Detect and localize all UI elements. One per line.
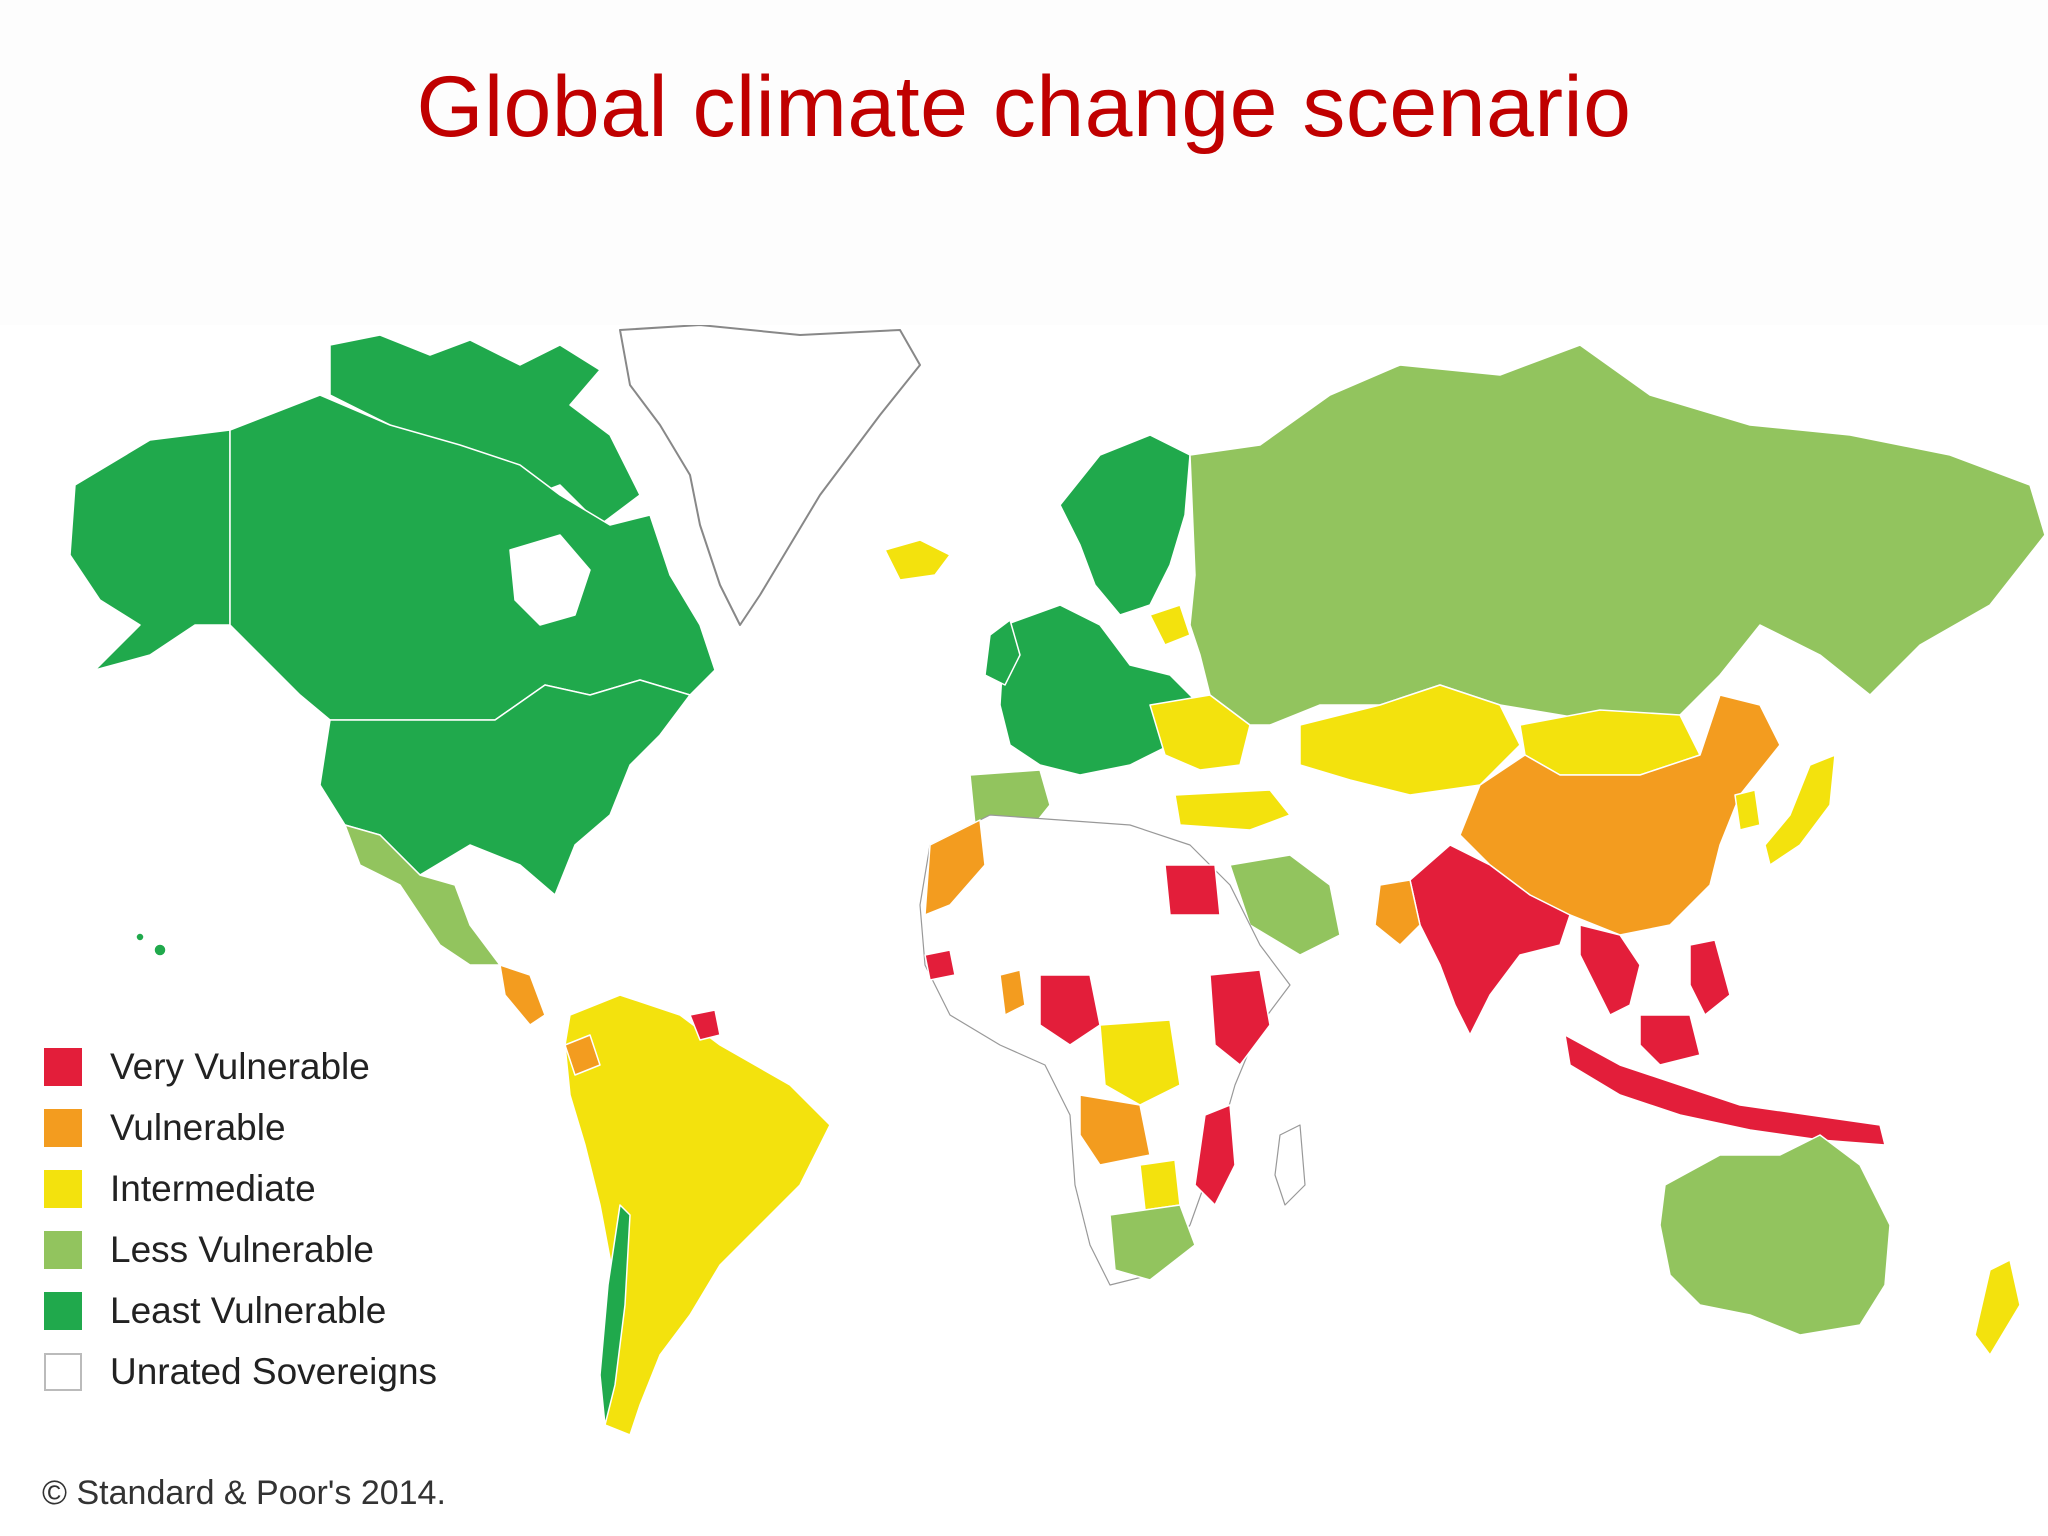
legend-label: Very Vulnerable <box>110 1045 370 1087</box>
region-borneo <box>1639 1014 1701 1066</box>
legend-label: Less Vulnerable <box>110 1228 374 1270</box>
copyright-notice: © Standard & Poor's 2014. <box>42 1474 446 1512</box>
region-west-africa <box>1039 974 1101 1046</box>
region-ecuador <box>564 1034 601 1076</box>
legend-swatch <box>44 1352 82 1391</box>
region-philippines <box>1689 939 1731 1016</box>
region-alaska <box>69 429 231 671</box>
region-pakistan <box>1374 879 1421 946</box>
legend-swatch <box>44 1047 82 1086</box>
region-chile <box>599 1204 631 1426</box>
legend-item: Intermediate <box>44 1158 564 1219</box>
legend-item: Very Vulnerable <box>44 1036 564 1097</box>
legend-swatch <box>44 1108 82 1147</box>
region-se-asia <box>1579 924 1641 1016</box>
region-madagascar <box>1274 1124 1306 1206</box>
region-indonesia <box>1564 1034 1886 1146</box>
region-botswana <box>1139 1159 1181 1211</box>
region-guyana <box>689 1009 721 1041</box>
legend-label: Vulnerable <box>110 1106 286 1148</box>
region-morocco <box>924 819 986 916</box>
map-legend: Very Vulnerable Vulnerable Intermediate … <box>44 1036 564 1402</box>
slide-title: Global climate change scenario <box>416 59 1632 155</box>
region-senegal <box>924 949 956 981</box>
region-central-africa <box>1099 1019 1181 1106</box>
region-japan <box>1764 754 1836 866</box>
legend-swatch <box>44 1230 82 1269</box>
region-scandinavia <box>1059 434 1191 616</box>
region-australia <box>1659 1134 1891 1336</box>
region-south-america <box>564 994 831 1436</box>
legend-label: Intermediate <box>110 1167 316 1209</box>
region-new-zealand <box>1974 1259 2021 1356</box>
region-egypt <box>1164 864 1221 916</box>
region-russia <box>1189 344 2046 726</box>
world-map-svg <box>0 325 2048 1536</box>
region-korea <box>1734 789 1761 831</box>
region-kazakhstan <box>1299 684 1521 796</box>
legend-item: Least Vulnerable <box>44 1280 564 1341</box>
legend-item: Vulnerable <box>44 1097 564 1158</box>
region-iceland <box>884 539 951 581</box>
legend-swatch <box>44 1169 82 1208</box>
world-map <box>0 325 2048 1536</box>
region-mozambique <box>1194 1104 1236 1206</box>
region-canada <box>229 394 716 721</box>
region-uk <box>984 619 1021 686</box>
region-hawaii-2 <box>135 932 145 942</box>
region-hudson-bay <box>509 534 591 626</box>
legend-item: Unrated Sovereigns <box>44 1341 564 1402</box>
region-india <box>1409 844 1571 1036</box>
legend-swatch <box>44 1291 82 1330</box>
region-ghana <box>999 969 1026 1016</box>
legend-label: Least Vulnerable <box>110 1289 387 1331</box>
legend-item: Less Vulnerable <box>44 1219 564 1280</box>
region-angola <box>1079 1094 1151 1166</box>
region-south-africa <box>1109 1204 1196 1281</box>
region-hawaii <box>153 943 167 957</box>
region-turkey <box>1174 789 1291 831</box>
region-central-america <box>499 964 546 1026</box>
region-greenland <box>619 325 921 626</box>
region-east-africa <box>1209 969 1271 1066</box>
region-poland <box>1149 604 1191 646</box>
legend-label: Unrated Sovereigns <box>110 1350 438 1392</box>
